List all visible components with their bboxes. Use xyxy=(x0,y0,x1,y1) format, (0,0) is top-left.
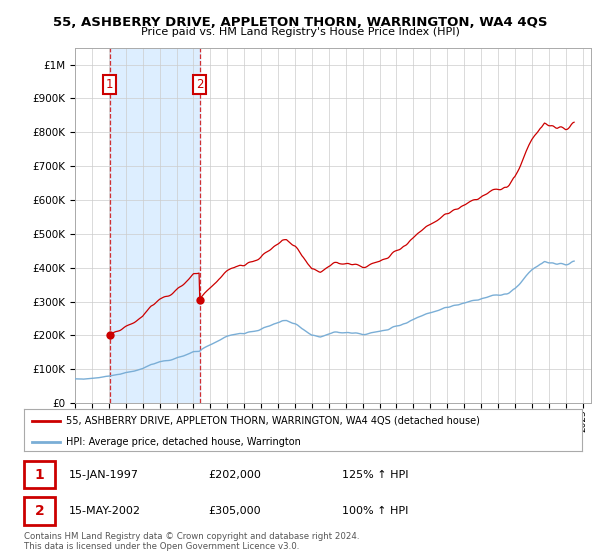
Text: 100% ↑ HPI: 100% ↑ HPI xyxy=(342,506,409,516)
Text: Contains HM Land Registry data © Crown copyright and database right 2024.
This d: Contains HM Land Registry data © Crown c… xyxy=(24,532,359,552)
Text: Price paid vs. HM Land Registry's House Price Index (HPI): Price paid vs. HM Land Registry's House … xyxy=(140,27,460,37)
Text: 125% ↑ HPI: 125% ↑ HPI xyxy=(342,470,409,479)
Text: 2: 2 xyxy=(34,504,44,518)
Text: 15-JAN-1997: 15-JAN-1997 xyxy=(68,470,139,479)
Text: 15-MAY-2002: 15-MAY-2002 xyxy=(68,506,140,516)
Text: 1: 1 xyxy=(106,78,113,91)
Text: 55, ASHBERRY DRIVE, APPLETON THORN, WARRINGTON, WA4 4QS: 55, ASHBERRY DRIVE, APPLETON THORN, WARR… xyxy=(53,16,547,29)
Text: HPI: Average price, detached house, Warrington: HPI: Average price, detached house, Warr… xyxy=(66,437,301,447)
FancyBboxPatch shape xyxy=(24,497,55,525)
Bar xyxy=(110,48,200,403)
Text: £305,000: £305,000 xyxy=(208,506,261,516)
Text: 1: 1 xyxy=(34,468,44,482)
Text: £202,000: £202,000 xyxy=(208,470,261,479)
Text: 2: 2 xyxy=(196,78,203,91)
Text: 55, ASHBERRY DRIVE, APPLETON THORN, WARRINGTON, WA4 4QS (detached house): 55, ASHBERRY DRIVE, APPLETON THORN, WARR… xyxy=(66,416,480,426)
FancyBboxPatch shape xyxy=(24,461,55,488)
